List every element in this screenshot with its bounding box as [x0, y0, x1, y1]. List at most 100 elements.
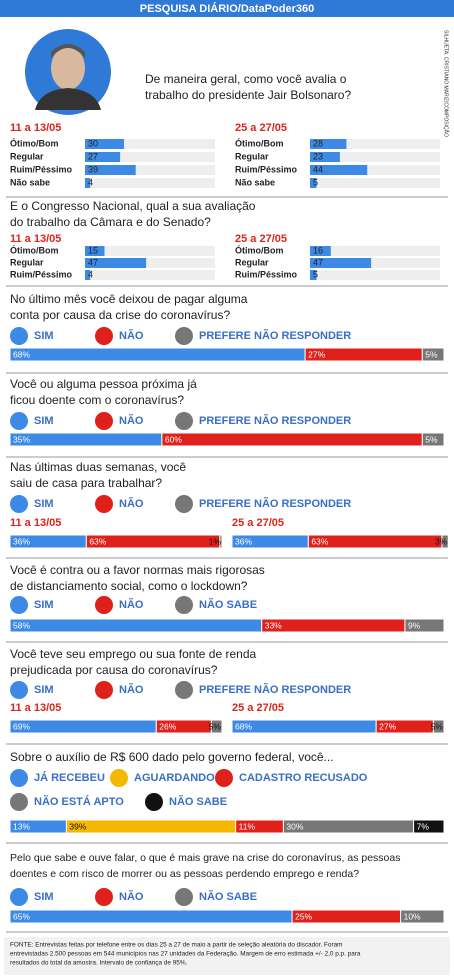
legend-swatch: [95, 327, 113, 345]
bar: [85, 178, 91, 188]
question: Nas últimas duas semanas, você: [10, 460, 186, 474]
value-label: 39%: [69, 821, 86, 831]
period: 11 a 13/05: [10, 122, 61, 134]
footer-text: FONTE: Entrevistas feitas por telefone e…: [10, 942, 343, 949]
legend-label: NÃO SABE: [199, 890, 257, 903]
value-label: 60%: [165, 434, 182, 444]
bar-track: [85, 152, 215, 162]
period: 25 a 27/05: [232, 517, 284, 529]
bar-segment: [9, 909, 293, 924]
photo-hair: [51, 44, 85, 58]
bar-track: [85, 270, 215, 280]
photo-face: [51, 46, 85, 90]
row-label: Regular: [235, 257, 269, 267]
row-label: Ruim/Péssimo: [235, 269, 298, 279]
bar: [85, 139, 124, 149]
bar: [85, 152, 121, 162]
period: 25 a 27/05: [235, 122, 287, 134]
bar-segment: [413, 819, 445, 834]
legend-swatch: [10, 495, 28, 513]
value-label: 47: [313, 257, 323, 267]
bar-segment: [161, 432, 423, 447]
bar: [310, 258, 372, 268]
legend-label: PREFERE NÃO RESPONDER: [199, 414, 351, 427]
question: De maneira geral, como você avalia o: [145, 72, 347, 86]
value-label: 5%: [431, 721, 444, 731]
bar-segment: [441, 534, 449, 549]
footer-text: entrevistadas 2.500 pessoas em 544 munic…: [10, 951, 361, 958]
value-label: 16: [313, 245, 323, 255]
bar-segment: [231, 719, 377, 734]
row-label: Regular: [235, 151, 269, 161]
value-label: 47: [88, 257, 98, 267]
bar: [85, 165, 136, 175]
legend-swatch: [95, 495, 113, 513]
legend-label: NÃO: [119, 497, 144, 510]
bar-segment: [9, 719, 157, 734]
value-label: 1%: [209, 536, 222, 546]
row-label: Não sabe: [235, 177, 275, 187]
value-label: 65%: [13, 911, 30, 921]
bar-segment: [421, 347, 445, 362]
value-label: 63%: [311, 536, 328, 546]
bar-track: [85, 178, 215, 188]
row-label: Ótimo/Bom: [10, 137, 59, 148]
legend-swatch: [145, 793, 163, 811]
bar-segment: [261, 618, 406, 633]
legend-label: SIM: [34, 599, 54, 611]
question: Você é contra ou a favor normas mais rig…: [10, 563, 265, 577]
row-label: Ruim/Péssimo: [235, 164, 298, 174]
value-label: 5: [313, 269, 318, 279]
bar-track: [85, 258, 215, 268]
question: doentes e com risco de morrer ou as pess…: [10, 868, 359, 880]
question: prejudicada por causa do coronavírus?: [10, 663, 218, 677]
legend-swatch: [10, 412, 28, 430]
value-label: 36%: [235, 536, 252, 546]
legend-label: SIM: [34, 891, 54, 903]
value-label: 26%: [159, 721, 176, 731]
value-label: 5: [313, 177, 318, 187]
value-label: 5%: [425, 349, 438, 359]
legend-label: SIM: [34, 684, 54, 696]
question: conta por causa da crise do coronavírus?: [10, 308, 230, 322]
legend-label: SIM: [34, 415, 54, 427]
period: 11 a 13/05: [10, 233, 61, 245]
bar-track: [310, 246, 440, 256]
legend-swatch: [10, 327, 28, 345]
value-label: 58%: [13, 620, 30, 630]
bar-segment: [9, 347, 306, 362]
bar: [310, 270, 317, 280]
legend-label: NÃO: [119, 683, 144, 696]
question: Você ou alguma pessoa próxima já: [10, 377, 197, 391]
legend-label: AGUARDANDO: [134, 772, 215, 784]
bar-segment: [421, 432, 445, 447]
value-label: 30%: [286, 821, 303, 831]
period: 25 a 27/05: [232, 702, 284, 714]
bar: [85, 246, 105, 256]
bar-segment: [85, 534, 221, 549]
header-bar: [0, 0, 454, 17]
bar-track: [310, 178, 440, 188]
value-label: 5%: [425, 434, 438, 444]
bar: [310, 152, 340, 162]
bar-segment: [210, 719, 223, 734]
legend-swatch: [95, 596, 113, 614]
bar-segment: [400, 909, 445, 924]
question: Sobre o auxílio de R$ 600 dado pelo gove…: [10, 750, 334, 764]
value-label: 33%: [265, 620, 282, 630]
question: Você teve seu emprego ou sua fonte de re…: [10, 647, 257, 661]
value-label: 4: [88, 177, 93, 187]
value-label: 5%: [209, 721, 222, 731]
row-label: Não sabe: [10, 177, 50, 187]
legend-label: SIM: [34, 498, 54, 510]
legend-label: PREFERE NÃO RESPONDER: [199, 497, 351, 510]
bar: [85, 258, 147, 268]
value-label: 9%: [408, 620, 421, 630]
row-label: Ruim/Péssimo: [10, 269, 73, 279]
value-label: 68%: [235, 721, 252, 731]
bar-track: [310, 152, 440, 162]
footer-bg: [4, 937, 450, 975]
legend-swatch: [175, 327, 193, 345]
bar-track: [85, 246, 215, 256]
